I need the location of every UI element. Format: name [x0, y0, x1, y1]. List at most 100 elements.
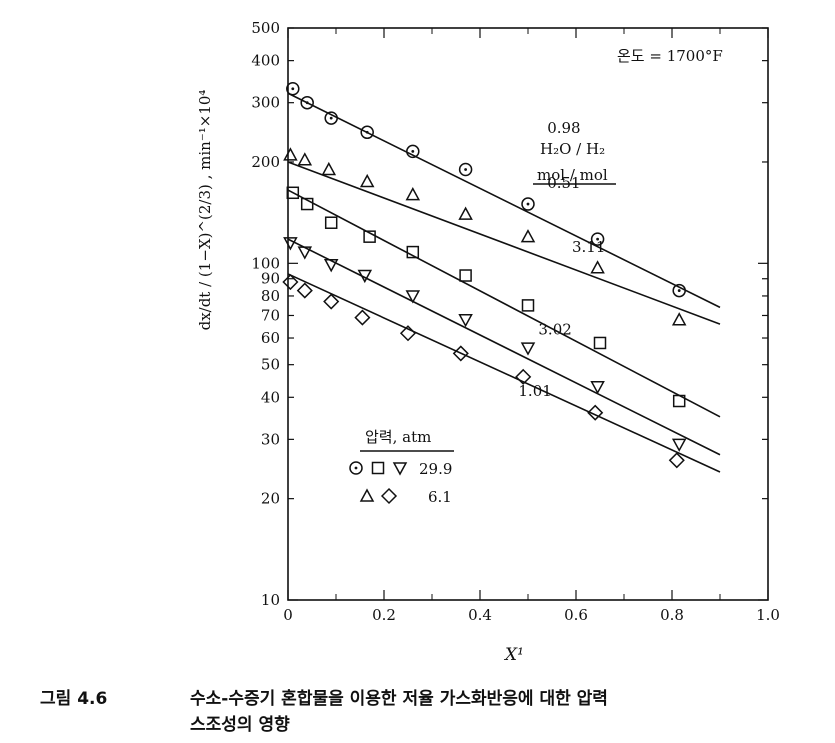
data-point-3-11-ring [590, 232, 605, 246]
data-point-3-11-dot [291, 87, 295, 91]
data-point-3-02 [297, 152, 313, 166]
temperature-annotation: 온도 = 1700°F [617, 47, 723, 65]
legend-marker-circle [349, 461, 363, 475]
data-point-3-02 [590, 260, 605, 274]
y-tick-label: 80 [261, 287, 280, 305]
data-point-0-98 [521, 299, 535, 312]
data-point-3-11-dot [305, 101, 309, 105]
series-label-3-02: 3.02 [538, 321, 571, 339]
data-point-3-11-dot [329, 116, 333, 120]
data-point-3-11-dot [365, 130, 369, 134]
pressure-legend-title: 압력, atm [365, 428, 431, 446]
data-point-1-01 [296, 282, 313, 299]
data-point-3-11-dot [464, 168, 467, 171]
fit-lines [287, 92, 721, 473]
data-point-3-11-ring [406, 144, 420, 159]
legend-marker-triangle-down [392, 462, 408, 476]
series-label-3-11: 3.11 [572, 238, 605, 256]
x-tick-label: 1.0 [756, 606, 780, 624]
data-point-3-02 [405, 187, 421, 201]
series-label-0-51: 0.51 [547, 174, 580, 192]
data-point-0-51 [458, 313, 473, 328]
y-tick-label: 500 [251, 19, 280, 37]
fit-line-3-11 [287, 92, 721, 309]
series-labels: 3.11 3.02 0.98 0.51 1.01 [518, 119, 605, 400]
x-tick-label: 0.4 [468, 606, 492, 624]
fit-line-0-98 [287, 189, 721, 418]
figure-number: 그림 4.6 [40, 689, 108, 709]
y-tick-label: 200 [251, 153, 280, 171]
data-point-3-11-dot [677, 289, 681, 292]
data-point-3-11-ring [324, 111, 338, 125]
series-label-1-01: 1.01 [518, 382, 551, 400]
data-point-0-51 [405, 290, 421, 304]
y-tick-label: 400 [251, 52, 280, 70]
fit-line-1-01 [287, 273, 721, 473]
data-point-0-98 [286, 186, 300, 200]
data-point-1-01 [354, 309, 371, 326]
data-point-3-11-dot [411, 150, 415, 153]
data-point-0-98 [324, 216, 338, 229]
data-point-3-11 [360, 125, 374, 140]
y-tick-label: 60 [261, 329, 280, 347]
data-point-0-98 [406, 245, 420, 259]
pressure-legend-value-high: 29.9 [419, 460, 452, 478]
caption-line-2: 스조성의 영향 [190, 715, 290, 735]
data-point-3-11 [590, 232, 605, 246]
data-point-3-11 [406, 144, 420, 159]
data-point-0-98 [593, 336, 607, 350]
data-point-3-02 [283, 147, 298, 161]
data-point-0-51 [283, 237, 298, 251]
data-point-0-51 [590, 380, 605, 395]
x-tick-label: 0.8 [660, 606, 684, 624]
data-point-1-01 [399, 325, 417, 342]
data-point-3-11 [672, 283, 686, 298]
legend-marker-triangle-up [359, 488, 375, 502]
data-point-1-01 [668, 452, 685, 469]
figure-caption: 그림 4.6 수소-수증기 혼합물을 이용한 저율 가스화반응에 대한 압력 스조… [40, 686, 608, 738]
series-header-unit: mol / mol [537, 166, 608, 184]
data-point-3-11-ring [458, 162, 473, 177]
data-point-3-11-ring [521, 197, 535, 211]
data-point-3-11-ring [286, 82, 300, 96]
data-point-1-01 [452, 345, 469, 362]
y-axis-label: dx/dt / (1−X)^(2/3) , min⁻¹×10⁴ [196, 90, 214, 331]
data-point-3-11 [324, 111, 338, 125]
legend-marker-circle-dot [354, 466, 358, 470]
data-point-0-98 [300, 197, 314, 211]
legend-marker-diamond [380, 487, 398, 505]
data-point-3-11 [521, 197, 535, 211]
y-tick-label: 70 [261, 306, 280, 324]
pressure-legend-value-low: 6.1 [428, 488, 452, 506]
data-point-3-02 [359, 173, 375, 188]
y-tick-label: 90 [261, 270, 280, 288]
y-tick-label: 50 [261, 356, 280, 374]
data-point-3-02 [321, 161, 337, 176]
data-point-3-02 [671, 312, 687, 326]
x-axis-label: X¹ [503, 645, 524, 665]
series-header-ratio: H₂O / H₂ [540, 140, 605, 158]
y-tick-label: 300 [251, 94, 280, 112]
data-point-0-51 [357, 269, 373, 284]
data-point-0-51 [297, 246, 313, 260]
fit-line-0-51 [287, 238, 721, 456]
fit-line-3-02 [287, 161, 721, 325]
x-tick-label: 0.6 [564, 606, 588, 624]
data-point-3-02 [458, 206, 473, 220]
data-point-1-01 [323, 293, 340, 310]
data-point-1-01 [587, 404, 604, 421]
legend-marker-circle-ring [349, 461, 363, 475]
pressure-legend-markers [349, 461, 408, 505]
data-point-1-01 [282, 273, 299, 291]
data-point-3-11 [458, 162, 473, 177]
data-point-0-51 [671, 438, 687, 452]
caption-line-1: 그림 4.6 수소-수증기 혼합물을 이용한 저율 가스화반응에 대한 압력 [40, 686, 608, 712]
y-tick-label: 30 [261, 430, 280, 448]
data-point-3-11-dot [596, 237, 599, 241]
data-point-3-11-dot [526, 202, 530, 206]
data-point-0-98 [363, 230, 376, 243]
x-tick-label: 0.2 [372, 606, 396, 624]
data-point-3-11 [300, 95, 314, 110]
y-tick-label: 10 [261, 591, 280, 609]
